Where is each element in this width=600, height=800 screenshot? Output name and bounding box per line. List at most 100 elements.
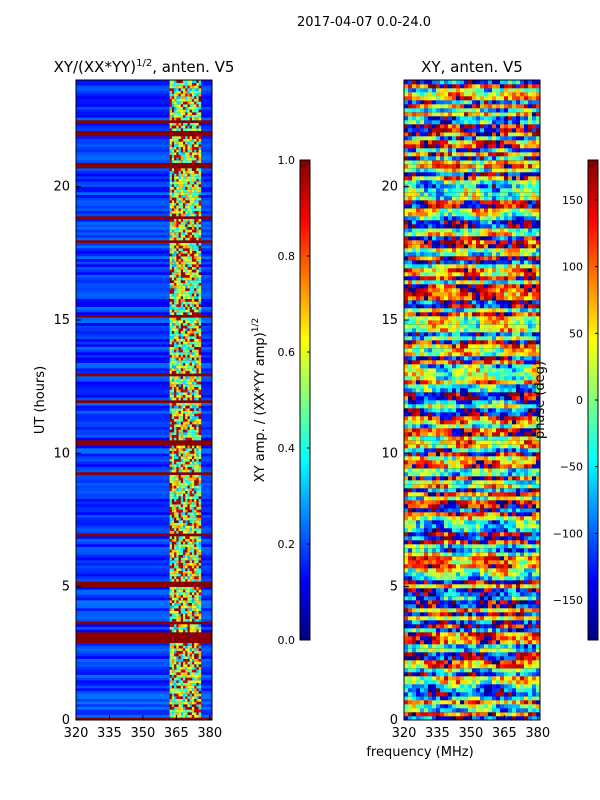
amp-cell	[196, 618, 199, 622]
phase-cell	[496, 600, 501, 605]
phase-cell	[488, 688, 493, 693]
phase-cell	[496, 704, 501, 709]
amp-cell	[187, 653, 191, 657]
amp-cell	[194, 434, 197, 438]
phase-cell	[424, 592, 429, 597]
amp-cell	[174, 538, 177, 542]
phase-cell	[484, 640, 489, 645]
phase-cell	[472, 556, 477, 561]
phase-cell	[456, 716, 461, 721]
amp-cell	[176, 184, 179, 187]
amp-cell	[196, 152, 199, 155]
amp-row	[76, 362, 212, 366]
amp-cell	[191, 306, 195, 310]
phase-cell	[452, 704, 457, 709]
phase-cell	[504, 568, 509, 573]
phase-cell	[452, 672, 457, 677]
amp-cell	[189, 712, 193, 715]
phase-cell	[516, 604, 521, 609]
phase-cell	[440, 556, 445, 561]
amp-cell	[189, 560, 193, 563]
phase-cell	[464, 600, 469, 605]
phase-cell	[436, 564, 441, 569]
phase-cell	[416, 648, 421, 653]
amp-cell	[180, 280, 184, 283]
amp-cell	[183, 352, 186, 355]
phase-cell	[448, 536, 453, 541]
phase-cell	[416, 536, 421, 541]
amp-cell	[171, 698, 175, 702]
phase-cell	[424, 656, 429, 661]
amp-cell	[178, 325, 182, 329]
amp-cell	[194, 589, 197, 593]
amp-cell	[171, 296, 175, 299]
amp-cell	[180, 232, 184, 235]
amp-cell	[191, 682, 195, 686]
phase-cell	[448, 532, 453, 537]
amp-cell	[171, 616, 175, 619]
amp-cell	[185, 573, 188, 577]
amp-cell	[191, 112, 195, 115]
amp-cell	[189, 269, 193, 273]
amp-cell	[171, 517, 175, 521]
amp-cell	[176, 90, 179, 94]
amp-cell	[198, 176, 202, 179]
phase-cell	[520, 592, 525, 597]
phase-cell	[516, 560, 521, 565]
amp-cell	[183, 618, 186, 622]
phase-cell	[460, 616, 465, 621]
amp-cell	[196, 613, 199, 617]
amp-cell	[187, 341, 191, 345]
amp-cell	[194, 714, 197, 718]
amp-cell	[191, 597, 195, 601]
phase-cell	[404, 572, 409, 577]
phase-cell	[416, 528, 421, 533]
phase-cell	[504, 580, 509, 585]
amp-cell	[196, 421, 199, 425]
phase-cell	[532, 684, 537, 689]
amp-row	[76, 336, 212, 339]
amp-cell	[171, 245, 175, 249]
amp-cell	[191, 474, 195, 478]
phase-cell	[476, 716, 481, 721]
amp-cell	[187, 360, 191, 363]
amp-cell	[187, 709, 191, 713]
amp-cell	[171, 394, 175, 398]
amp-row	[76, 194, 212, 198]
amp-cell	[183, 658, 186, 662]
amp-cell	[183, 336, 186, 339]
phase-cell	[448, 672, 453, 677]
amp-cell	[196, 290, 199, 294]
phase-cell	[472, 524, 477, 529]
amp-cell	[183, 85, 186, 89]
phase-cell	[404, 680, 409, 685]
phase-cell	[532, 564, 537, 569]
amp-cell	[189, 234, 193, 238]
amp-cell	[198, 397, 202, 401]
amp-cell	[178, 389, 182, 393]
phase-cell	[484, 680, 489, 685]
amp-cell	[174, 365, 177, 369]
amp-cell	[171, 680, 175, 683]
amp-cell	[174, 408, 177, 411]
phase-cell	[444, 624, 449, 629]
amp-cell	[178, 272, 182, 275]
amp-heatmap	[76, 80, 212, 721]
amp-cell	[198, 656, 202, 659]
phase-cell	[488, 616, 493, 621]
amp-cell	[180, 205, 184, 209]
amp-row	[76, 586, 212, 590]
phase-cell	[476, 524, 481, 529]
phase-cell	[480, 592, 485, 597]
amp-cell	[196, 605, 199, 609]
amp-cell	[171, 357, 175, 361]
phase-cell	[524, 596, 529, 601]
amp-cell	[171, 117, 175, 121]
amp-cell	[185, 106, 188, 110]
amp-cell	[187, 608, 191, 611]
y-tick-label: 5	[62, 580, 70, 595]
amp-cell	[169, 450, 173, 454]
phase-cell	[432, 620, 437, 625]
phase-cell	[428, 636, 433, 641]
amp-cell	[171, 264, 175, 267]
